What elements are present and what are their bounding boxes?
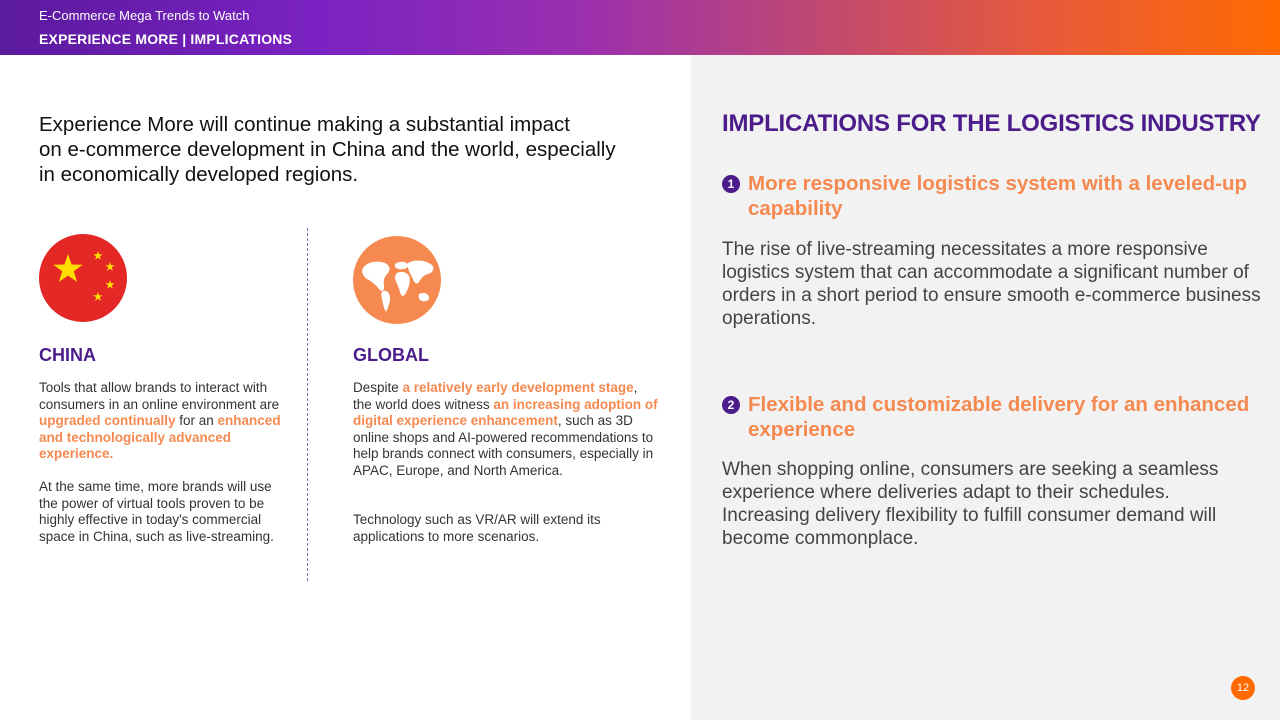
global-paragraph-2: Technology such as VR/AR will extend its… bbox=[353, 512, 601, 544]
column-divider bbox=[307, 228, 308, 581]
intro-text: Experience More will continue making a s… bbox=[39, 113, 616, 186]
china-paragraph-1: Tools that allow brands to interact with… bbox=[39, 380, 281, 461]
header-bar: E-Commerce Mega Trends to Watch EXPERIEN… bbox=[0, 0, 1280, 55]
header-subtitle: E-Commerce Mega Trends to Watch bbox=[39, 8, 250, 23]
implications-title: IMPLICATIONS FOR THE LOGISTICS INDUSTRY bbox=[722, 110, 1261, 137]
implications-panel bbox=[691, 55, 1280, 720]
china-flag-icon bbox=[39, 234, 127, 322]
implication-heading-1: More responsive logistics system with a … bbox=[748, 172, 1247, 220]
header-title: EXPERIENCE MORE | IMPLICATIONS bbox=[39, 31, 293, 47]
global-paragraph-1: Despite a relatively early development s… bbox=[353, 380, 658, 478]
china-paragraph-2: At the same time, more brands will use t… bbox=[39, 479, 274, 544]
china-title: CHINA bbox=[39, 345, 96, 365]
global-title: GLOBAL bbox=[353, 345, 429, 365]
number-badge-2: 2 bbox=[722, 396, 740, 414]
implication-text-1: The rise of live-streaming necessitates … bbox=[722, 239, 1261, 329]
implication-heading-2: Flexible and customizable delivery for a… bbox=[748, 393, 1250, 441]
number-badge-1: 1 bbox=[722, 175, 740, 193]
implication-text-2: When shopping online, consumers are seek… bbox=[722, 459, 1219, 549]
world-map-icon bbox=[353, 236, 441, 324]
page-number-badge: 12 bbox=[1231, 676, 1255, 700]
